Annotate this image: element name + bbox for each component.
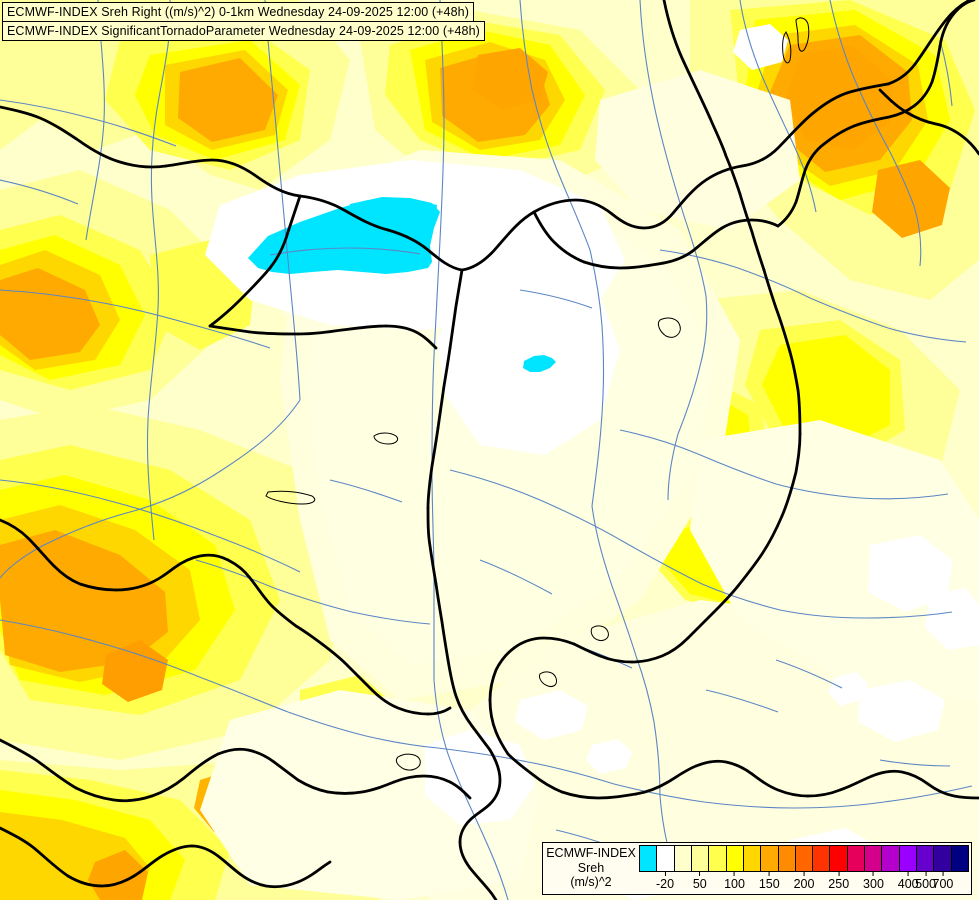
fill-band-white-nwsmall (733, 24, 788, 70)
fill-band-ffa500-spot2 (472, 48, 548, 110)
legend-tick-mark (768, 872, 770, 876)
legend-tick-mark (664, 872, 666, 876)
legend-parameter-label: Sreh (577, 860, 605, 875)
legend-tick-label: 250 (828, 877, 850, 891)
legend-tick-label: 300 (863, 877, 884, 891)
legend-swatch-1 (657, 846, 675, 871)
fill-band-white-sm2 (586, 739, 632, 774)
fill-band-ffa500-spot6 (88, 850, 148, 900)
fill-band-white-e1 (868, 535, 952, 612)
legend-tick-label: -20 (656, 877, 675, 891)
legend-tick-mark (907, 872, 909, 876)
legend-tick-label: 200 (793, 877, 815, 891)
legend-swatch-10 (813, 846, 831, 871)
legend-swatch-13 (865, 846, 883, 871)
legend-swatch-12 (847, 846, 866, 871)
legend-tick-label: 400 (897, 877, 919, 891)
legend-tick-mark (734, 872, 736, 876)
color-scale-legend: ECMWF-INDEX Sreh (m/s)^2 -20 50 100 150 200 2… (542, 842, 972, 895)
legend-source-label: ECMWF-INDEX (546, 846, 636, 860)
legend-colorbar: -20 50 100 150 200 250 300 400 500 700 (639, 843, 971, 894)
legend-units-label: (m/s)^2 (570, 875, 612, 889)
fill-band-ffaa00-sw (0, 530, 168, 672)
legend-tick-label: 150 (758, 877, 780, 891)
legend-tick-mark (838, 872, 840, 876)
fill-band-ffaa00-nw (178, 58, 278, 142)
map-title-secondary: ECMWF-INDEX SignificantTornadoParameter … (2, 21, 485, 41)
fill-band-cyan-small (523, 355, 556, 372)
legend-swatch-18 (951, 846, 968, 871)
legend-swatch-5 (726, 846, 744, 871)
legend-tick-mark (699, 872, 701, 876)
legend-tick-400: 400 (898, 872, 919, 890)
legend-tick-700: 700 (932, 872, 954, 891)
legend-tick-label: 100 (724, 877, 745, 891)
legend-swatch-3 (691, 846, 710, 871)
fill-band-white-sm1 (515, 690, 588, 740)
legend-swatch-17 (934, 846, 952, 871)
legend-swatch-16 (917, 846, 935, 871)
legend-tick-200: 200 (793, 872, 815, 891)
legend-swatch-6 (743, 846, 762, 871)
legend-tick-strip: -20 50 100 150 200 250 300 400 500 700 (639, 872, 969, 894)
legend-tick-label: 700 (932, 877, 954, 891)
legend-tick-300: 300 (863, 872, 884, 890)
map-title-primary: ECMWF-INDEX Sreh Right ((m/s)^2) 0-1km W… (2, 2, 474, 22)
fill-band-ffaa00-w (0, 268, 100, 360)
lake-layer (265, 17, 810, 771)
legend-swatch-15 (899, 846, 917, 871)
legend-tick-100: 100 (724, 872, 745, 890)
fill-band-white-sm3 (828, 672, 868, 706)
fill-band-white-e3 (858, 680, 945, 742)
fill-band-ffa500-spot1 (102, 640, 168, 702)
legend-swatch-2 (674, 846, 692, 871)
legend-tick-150: 150 (759, 872, 780, 890)
legend-tick-label: 50 (692, 877, 707, 891)
legend-tick-mark (925, 872, 927, 876)
fill-band-ffffcc-e (690, 420, 979, 700)
legend-tick-500: 500 (915, 872, 936, 890)
legend-caption: ECMWF-INDEX Sreh (m/s)^2 (543, 843, 639, 890)
legend-tick-50: 50 (693, 872, 707, 890)
legend-swatch-7 (761, 846, 779, 871)
legend-tick-250: 250 (828, 872, 849, 890)
fill-band-ffffcc-se (400, 600, 979, 900)
fill-band-ffffcc-n (595, 70, 800, 230)
legend-swatch-strip (639, 845, 969, 872)
legend-tick--20: -20 (656, 872, 674, 890)
legend-tick-label: 500 (915, 877, 937, 891)
legend-swatch-0 (640, 846, 658, 871)
fill-band-white-e2 (925, 588, 979, 650)
legend-swatch-11 (830, 846, 848, 871)
legend-swatch-9 (795, 846, 814, 871)
legend-swatch-14 (882, 846, 900, 871)
fill-band-cyan-main2 (342, 197, 440, 268)
legend-tick-mark (942, 872, 944, 876)
legend-tick-mark (803, 872, 805, 876)
legend-tick-mark (872, 872, 874, 876)
legend-swatch-8 (778, 846, 796, 871)
legend-swatch-4 (709, 846, 727, 871)
